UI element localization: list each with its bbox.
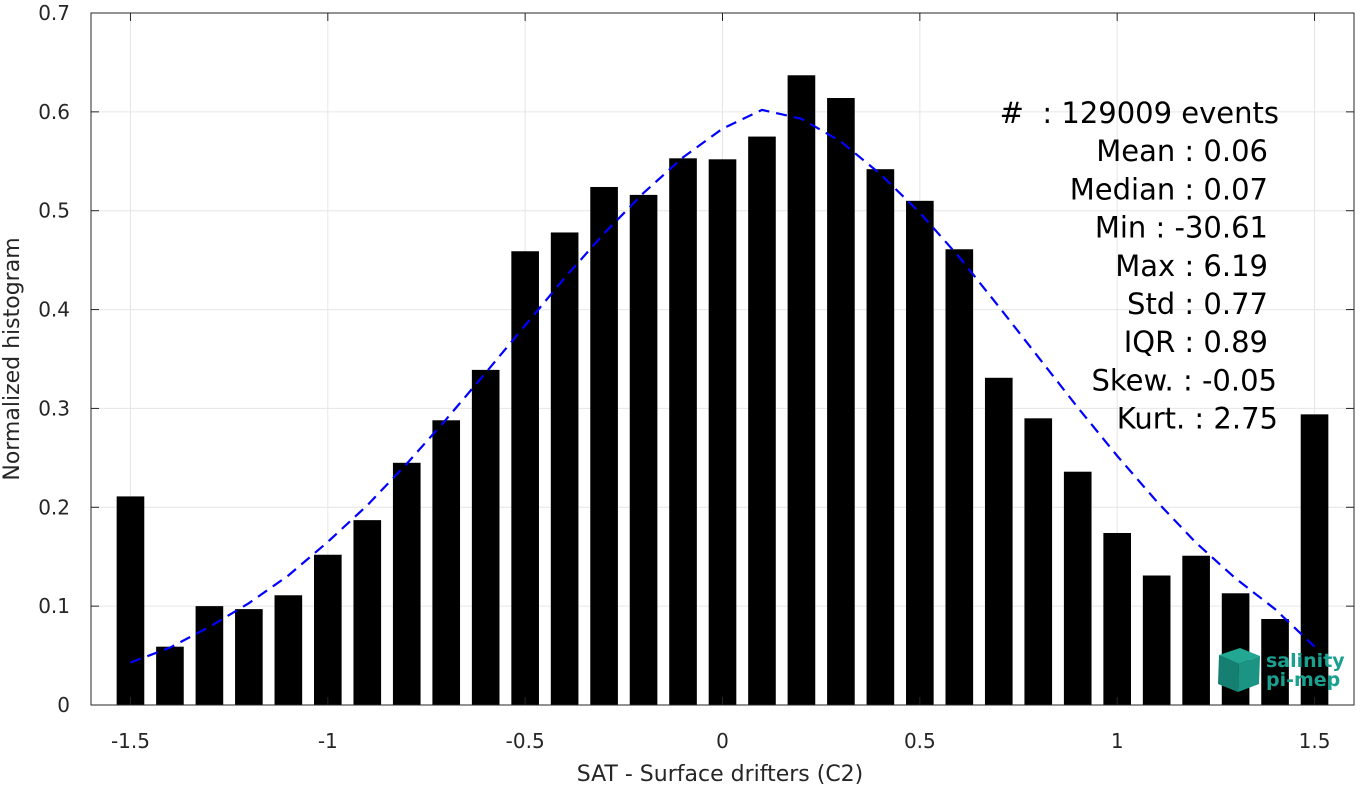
logo-cube-icon xyxy=(1218,648,1260,692)
fit-curve-group xyxy=(130,108,1316,664)
histogram-bar xyxy=(866,169,895,706)
y-tick-label: 0 xyxy=(57,693,70,717)
y-tick-label: 0.6 xyxy=(38,100,70,124)
stats-line: Min : -30.61 xyxy=(1095,211,1268,245)
y-tick-label: 0.2 xyxy=(38,495,70,519)
histogram-bar xyxy=(827,98,855,705)
histogram-bar xyxy=(353,520,382,705)
stats-line: Mean : 0.06 xyxy=(1096,134,1268,168)
histogram-bar xyxy=(392,462,421,705)
histogram-bar xyxy=(235,609,263,705)
histogram-bar xyxy=(313,554,342,705)
x-tick-labels: -1.5 -1 -0.5 0 0.5 1 1.5 xyxy=(111,729,1330,753)
y-axis-title: Normalized histogram xyxy=(0,237,25,480)
histogram-bar xyxy=(945,249,974,706)
histogram-bar xyxy=(590,186,618,705)
y-tick-label: 0.1 xyxy=(38,594,70,618)
bars-group xyxy=(116,75,1329,706)
logo-line-2: pi-mep xyxy=(1266,669,1340,691)
x-tick-label: 0.5 xyxy=(904,729,936,753)
histogram-bar xyxy=(669,158,697,705)
stats-line: IQR : 0.89 xyxy=(1124,325,1268,359)
histogram-bar xyxy=(511,251,539,705)
x-tick-label: -1.5 xyxy=(111,729,150,753)
x-tick-label: 1 xyxy=(1111,729,1124,753)
x-tick-label: 0 xyxy=(716,729,729,753)
y-tick-label: 0.3 xyxy=(38,396,70,420)
histogram-bar xyxy=(1142,575,1171,705)
stats-line: # : 129009 events xyxy=(1000,96,1279,130)
x-tick-label: -1 xyxy=(318,729,338,753)
stats-line: Std : 0.77 xyxy=(1127,287,1268,321)
histogram-bar xyxy=(787,75,816,705)
histogram-bar xyxy=(1103,532,1132,705)
histogram-bar xyxy=(116,496,145,705)
stats-panel: # : 129009 events Mean : 0.06 Median : 0.0… xyxy=(1000,96,1279,436)
histogram-bar xyxy=(1024,418,1053,705)
histogram-bar xyxy=(629,194,658,705)
histogram-bar xyxy=(156,646,184,705)
y-tick-labels: 0 0.1 0.2 0.3 0.4 0.5 0.6 0.7 xyxy=(38,1,70,717)
y-tick-label: 0.5 xyxy=(38,199,70,223)
axes-frame xyxy=(90,12,1355,706)
histogram-bar xyxy=(1261,618,1289,705)
histogram-bar xyxy=(1182,555,1210,705)
stats-line: Max : 6.19 xyxy=(1115,249,1268,283)
fit-curve xyxy=(130,108,1316,664)
logo-line-1: salinity xyxy=(1266,650,1345,672)
histogram-bar xyxy=(748,136,776,706)
histogram-bar xyxy=(906,200,934,706)
histogram-bar xyxy=(550,232,579,705)
histogram-bar xyxy=(471,369,500,705)
stats-line: Median : 0.07 xyxy=(1070,172,1268,206)
x-axis-title: SAT - Surface drifters (C2) xyxy=(577,762,864,785)
x-tick-label: -0.5 xyxy=(506,729,545,753)
x-tick-label: 1.5 xyxy=(1299,729,1331,753)
y-tick-label: 0.4 xyxy=(38,298,70,322)
histogram-bar xyxy=(1300,414,1329,705)
histogram-bar xyxy=(984,377,1013,705)
histogram-bar xyxy=(1063,471,1092,705)
stats-line: Skew. : -0.05 xyxy=(1091,363,1277,397)
histogram-bar xyxy=(274,595,303,705)
histogram-bar xyxy=(432,420,461,705)
histogram-bar xyxy=(708,159,737,705)
stats-line: Kurt. : 2.75 xyxy=(1117,402,1278,436)
y-tick-label: 0.7 xyxy=(38,1,70,25)
salinity-pi-mep-logo: salinity pi-mep xyxy=(1218,648,1345,692)
